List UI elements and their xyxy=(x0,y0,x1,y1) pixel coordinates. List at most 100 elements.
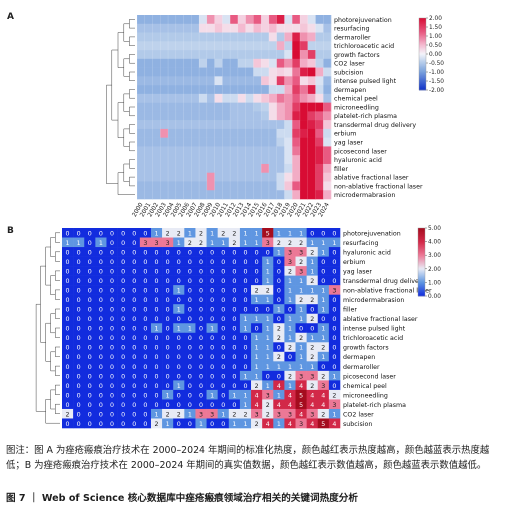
heatmap-cell xyxy=(323,102,332,112)
heatmap-cell xyxy=(206,237,218,248)
heatmap-cell xyxy=(284,41,293,51)
heatmap-cell xyxy=(292,23,301,33)
cell-value-label: 1 xyxy=(188,230,192,237)
heatmap-cell xyxy=(175,15,184,25)
heatmap-cell xyxy=(137,15,146,25)
heatmap-cell xyxy=(144,41,153,51)
cell-value-label: 0 xyxy=(110,240,114,247)
cell-value-label: 0 xyxy=(88,240,92,247)
dendrogram-branch xyxy=(55,251,60,262)
cell-value-label: 1 xyxy=(321,326,325,333)
heatmap-cell xyxy=(315,50,324,60)
heatmap-cell xyxy=(137,137,146,147)
heatmap-cell xyxy=(150,408,163,419)
heatmap-cell xyxy=(230,23,239,33)
heatmap-cell xyxy=(128,342,141,353)
heatmap-cell xyxy=(183,128,192,138)
cell-value-label: 4 xyxy=(332,421,336,428)
cell-value-label: 1 xyxy=(266,335,270,342)
heatmap-cell xyxy=(150,266,163,276)
heatmap-cell xyxy=(183,58,192,68)
heatmap-cell xyxy=(175,67,184,77)
heatmap-a: photorejuvenationresurfacingdermarollert… xyxy=(106,15,444,218)
heatmap-cell xyxy=(184,275,196,286)
heatmap-cell xyxy=(276,120,285,130)
heatmap-cell xyxy=(191,181,200,191)
heatmap-cell xyxy=(262,247,274,257)
heatmap-cell xyxy=(199,146,208,156)
heatmap-cell xyxy=(175,41,184,51)
heatmap-cell xyxy=(206,323,218,334)
heatmap-cell xyxy=(323,67,332,77)
heatmap-cell xyxy=(144,163,153,174)
row-label: picosecond laser xyxy=(334,148,387,155)
heatmap-cell xyxy=(95,247,107,257)
cell-value-label: 0 xyxy=(143,307,147,314)
heatmap-cell xyxy=(144,15,153,25)
heatmap-cell xyxy=(228,304,241,315)
cell-value-label: 0 xyxy=(232,402,236,409)
heatmap-cell xyxy=(106,266,118,276)
heatmap-cell xyxy=(262,380,274,391)
heatmap-cell xyxy=(139,256,152,267)
heatmap-cell xyxy=(230,15,239,25)
heatmap-cell xyxy=(191,172,200,182)
heatmap-cell xyxy=(173,342,185,353)
cell-value-label: 0 xyxy=(77,249,81,256)
heatmap-cell xyxy=(228,342,241,353)
cell-value-label: 0 xyxy=(88,383,92,390)
colorbar-segment xyxy=(418,235,425,238)
cell-value-label: 5 xyxy=(299,392,303,399)
heatmap-cell xyxy=(239,228,252,238)
cell-value-label: 0 xyxy=(232,297,236,304)
cell-value-label: 0 xyxy=(177,316,181,323)
heatmap-cell xyxy=(175,23,184,33)
dendrogram-branch xyxy=(123,163,130,182)
colorbar-segment xyxy=(419,86,426,88)
colorbar-segment xyxy=(419,76,426,79)
cell-value-label: 0 xyxy=(77,392,81,399)
heatmap-cell xyxy=(237,32,246,42)
heatmap-cell xyxy=(295,342,307,353)
heatmap-cell xyxy=(295,380,307,391)
cell-value-label: 0 xyxy=(99,411,103,418)
heatmap-cell xyxy=(117,304,130,315)
cell-value-label: 0 xyxy=(221,249,225,256)
heatmap-cell xyxy=(183,50,192,60)
heatmap-cell xyxy=(284,351,296,362)
heatmap-cell xyxy=(73,361,85,372)
colorbar-segment xyxy=(419,19,426,21)
heatmap-cell xyxy=(214,32,223,42)
heatmap-cell xyxy=(315,128,324,138)
heatmap-cell xyxy=(268,111,277,121)
row-label: erbium xyxy=(343,259,365,266)
heatmap-cell xyxy=(268,181,277,191)
colorbar-segment xyxy=(419,50,426,52)
heatmap-cell xyxy=(222,58,231,68)
cell-value-label: 0 xyxy=(177,364,181,371)
heatmap-cell xyxy=(206,294,218,305)
heatmap-cell xyxy=(117,418,130,429)
heatmap-cell xyxy=(253,23,262,33)
heatmap-cell xyxy=(73,228,85,238)
heatmap-cell xyxy=(306,304,319,315)
cell-value-label: 0 xyxy=(155,364,159,371)
heatmap-cell xyxy=(222,102,231,112)
heatmap-cell xyxy=(199,128,208,138)
cell-value-label: 0 xyxy=(166,307,170,314)
colorbar-segment xyxy=(419,88,426,91)
heatmap-cell xyxy=(251,294,263,305)
heatmap-cell xyxy=(183,190,192,200)
cell-value-label: 0 xyxy=(266,307,270,314)
heatmap-cell xyxy=(84,361,96,372)
heatmap-cell xyxy=(137,76,146,86)
cell-value-label: 0 xyxy=(99,354,103,361)
cell-value-label: 0 xyxy=(77,278,81,285)
heatmap-cell xyxy=(239,294,252,305)
heatmap-cell xyxy=(307,85,316,95)
heatmap-cell xyxy=(117,294,130,305)
heatmap-cell xyxy=(173,256,185,267)
cell-value-label: 0 xyxy=(132,230,136,237)
heatmap-cell xyxy=(230,58,239,68)
cell-value-label: 0 xyxy=(66,421,70,428)
